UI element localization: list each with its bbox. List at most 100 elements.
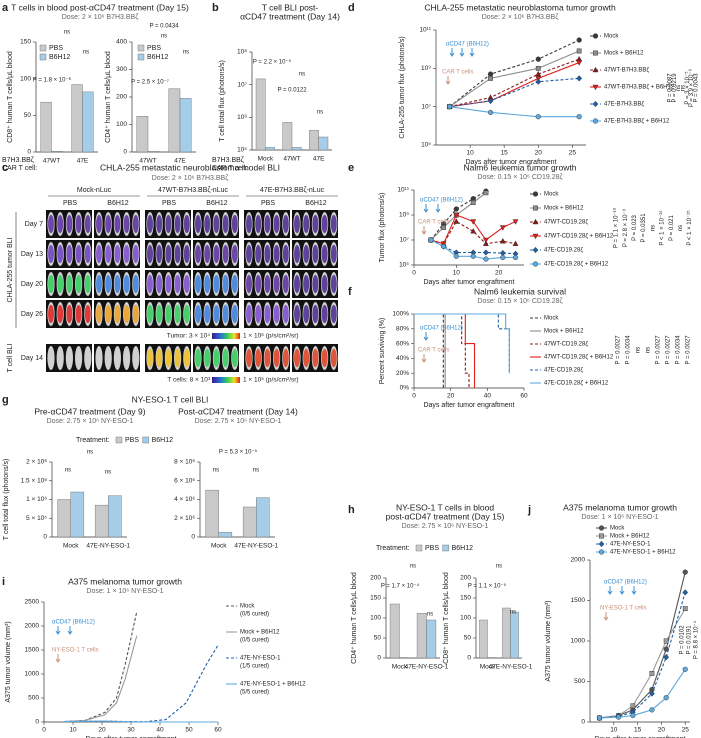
signal	[213, 349, 220, 367]
x-tick-label: 40	[156, 727, 164, 734]
arrow	[445, 76, 451, 85]
signal	[57, 245, 64, 263]
p-value: P = 0.0191	[687, 625, 693, 655]
bar	[479, 619, 488, 659]
chart-title: T cell BLI post-	[262, 2, 319, 12]
signal	[273, 349, 280, 367]
panel-letter: j	[527, 504, 531, 516]
column-label: B6H12	[206, 200, 228, 207]
signal	[96, 245, 102, 263]
chart-title: A375 melanoma tumor growth	[563, 502, 677, 512]
signal	[204, 245, 211, 263]
y-tick-label: 0	[123, 149, 127, 156]
signal	[147, 349, 153, 367]
legend-title: Treatment:	[376, 545, 410, 552]
p-value: P = 8.8 × 10⁻⁴	[693, 620, 700, 659]
marker	[470, 253, 476, 259]
arrow-label: CAR T cells	[418, 220, 449, 226]
signal	[204, 305, 211, 323]
signal	[66, 245, 73, 263]
column-label: PBS	[261, 200, 275, 207]
signal	[273, 215, 280, 233]
x-tick-label: 60	[520, 393, 528, 400]
panel-title: CHLA-255 metastatic neuroblastoma model …	[100, 162, 280, 172]
signal	[255, 275, 262, 293]
signal	[147, 215, 153, 233]
arrow	[469, 48, 475, 57]
signal	[204, 275, 211, 293]
marker	[532, 233, 539, 240]
p-value: P = 0.0027	[686, 335, 692, 365]
y-tick-label: 10⁸	[237, 49, 247, 56]
marker	[470, 228, 477, 234]
y-tick-label: 500	[28, 695, 39, 702]
bar	[108, 495, 122, 538]
marker	[576, 60, 583, 66]
legend-label: Mock	[610, 526, 625, 532]
series-line	[64, 611, 138, 723]
scale-label: T cells: 8 × 10³	[167, 377, 211, 384]
signal	[231, 349, 238, 367]
p-value: ns	[105, 470, 111, 476]
signal	[165, 215, 172, 233]
x-axis-label: Days after tumor engraftment	[465, 159, 556, 166]
signal	[294, 245, 300, 263]
series-line	[64, 720, 218, 723]
bar	[416, 613, 427, 659]
arrow	[55, 626, 61, 635]
bar	[168, 88, 181, 153]
legend-label: 47E-B7H3.BBζ	[604, 102, 644, 108]
arrow	[619, 586, 625, 595]
x-axis-label: Days after tumor engraftment	[423, 402, 514, 409]
signal	[84, 275, 91, 293]
arrow	[423, 204, 429, 213]
bar	[282, 122, 293, 151]
arrow	[631, 586, 637, 595]
row-label: Day 20	[21, 281, 43, 288]
panel-letter: h	[348, 504, 355, 516]
y-tick-label: 150	[20, 39, 31, 46]
x-axis-label: Days after tumor engraftment	[85, 736, 176, 738]
x-tick-label: 25	[569, 150, 577, 157]
signal	[132, 275, 139, 293]
panel-letter: b	[212, 2, 219, 14]
marker	[453, 218, 460, 224]
x-tick-label: 0	[42, 727, 46, 734]
signal	[264, 275, 271, 293]
legend-swatch	[39, 44, 47, 52]
series-line	[64, 635, 138, 723]
p-value: ns	[317, 110, 323, 116]
y-tick-label: 10⁹	[421, 65, 431, 72]
signal	[294, 215, 300, 233]
y-tick-label: 1000	[571, 638, 586, 645]
signal	[96, 275, 102, 293]
bar	[57, 499, 71, 538]
y-tick-label: 200	[116, 94, 127, 101]
series-line	[599, 608, 686, 719]
signal	[48, 349, 54, 367]
bar	[218, 532, 233, 538]
panel-letter: e	[348, 162, 354, 174]
signal	[174, 349, 181, 367]
marker	[663, 695, 669, 701]
series-line	[599, 572, 686, 719]
signal	[330, 305, 337, 323]
p-value: ns	[213, 468, 219, 474]
marker	[535, 70, 542, 77]
p-value: P = 0.0087	[668, 73, 674, 103]
signal	[222, 305, 229, 323]
p-value: P = 2.2 × 10⁻⁵	[253, 59, 292, 66]
legend-label: 47E-B7H3.BBζ + B6H12	[604, 119, 670, 125]
marker	[453, 253, 459, 259]
legend-label: 47E-CD19.28ζ + B6H12	[544, 381, 609, 387]
marker	[593, 50, 598, 56]
arrow	[459, 48, 465, 57]
marker	[453, 206, 459, 212]
bar	[426, 619, 437, 659]
marker	[592, 118, 599, 124]
marker	[512, 254, 519, 261]
x-tick-label: Mock	[480, 664, 496, 671]
signal	[105, 349, 112, 367]
legend-note: (0/5 cured)	[240, 612, 269, 618]
legend-label: B6H12	[152, 437, 174, 444]
